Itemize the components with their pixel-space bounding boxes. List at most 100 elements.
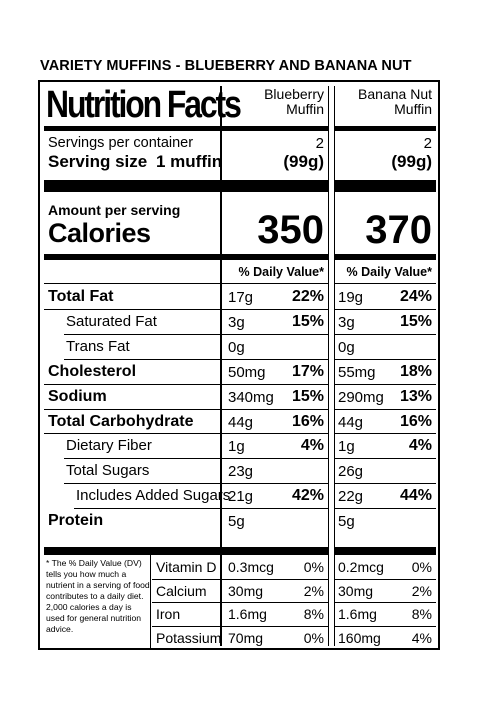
- nutrient-label: Total Carbohydrate: [48, 412, 194, 430]
- serving-size-value: 1 muffin: [156, 152, 223, 171]
- nutrient-label: Cholesterol: [48, 362, 137, 380]
- nutrient-row-rule: [64, 483, 436, 485]
- nutrient-row-rule: [64, 333, 436, 335]
- nutrient-label: Total Fat: [48, 288, 114, 305]
- col2-vitamin-amount: 1.6mg: [338, 606, 377, 622]
- col1-vitamin-dv: 0%: [303, 629, 324, 646]
- col2-vitamin-dv: 4%: [411, 629, 432, 646]
- nutrient-label: Dietary Fiber: [66, 437, 152, 455]
- col2-vitamin-amount: 30mg: [338, 582, 374, 599]
- label-title: Nutrition Facts: [46, 84, 242, 126]
- column-gap: [328, 86, 334, 646]
- col2-nutrient-amount: 3g: [338, 313, 355, 331]
- col2-nutrient-amount: 290mg: [338, 388, 384, 406]
- serving-size-label: Serving size: [48, 152, 148, 171]
- col1-nutrient-amount: 50mg: [228, 363, 266, 381]
- col2-nutrient-dv: 13%: [399, 387, 432, 405]
- col2-nutrient-amount: 19g: [338, 289, 364, 306]
- medium-bar: [44, 254, 436, 260]
- col2-nutrient-dv: 44%: [399, 487, 432, 505]
- col1-name-line2: Muffin: [286, 101, 324, 117]
- col2-vitamin-dv: 8%: [411, 606, 432, 622]
- col1-nutrient-amount: 44g: [228, 413, 254, 431]
- col2-nutrient-amount: 22g: [338, 488, 364, 506]
- col1-nutrient-dv: 15%: [291, 387, 324, 405]
- nutrient-label: Sodium: [48, 387, 107, 405]
- col1-vitamin-amount: 1.6mg: [228, 606, 267, 622]
- col1-vitamin-dv: 2%: [303, 582, 324, 599]
- nutrient-row-rule: [64, 358, 436, 360]
- col2-nutrient-amount: 26g: [338, 463, 364, 481]
- col2-nutrient-dv: 16%: [399, 412, 432, 430]
- col2-dv-header: % Daily Value*: [346, 265, 432, 279]
- nutrient-label: Includes Added Sugars: [76, 487, 231, 505]
- col1-left-divider: [220, 86, 222, 646]
- vitamin-row-rule: [152, 578, 436, 580]
- col2-nutrient-amount: 5g: [338, 513, 355, 531]
- col1-nutrient-dv: 15%: [291, 312, 324, 330]
- vitamin-label: Potassium: [156, 629, 222, 646]
- nutrient-row-rule: [74, 508, 436, 510]
- col1-nutrient-amount: 3g: [228, 313, 245, 331]
- thick-bar-top: [44, 180, 436, 192]
- col2-vitamin-dv: 0%: [411, 559, 432, 575]
- col1-nutrient-amount: 5g: [228, 513, 245, 531]
- col2-name: Banana Nut Muffin: [336, 87, 432, 117]
- col1-nutrient-amount: 0g: [228, 338, 245, 356]
- col1-nutrient-dv: 4%: [300, 437, 324, 455]
- servings-label: Servings per container: [48, 135, 194, 151]
- col1-vitamin-dv: 0%: [303, 559, 324, 575]
- col1-nutrient-dv: 42%: [291, 487, 324, 505]
- col2-name-line1: Banana Nut: [358, 86, 432, 102]
- col1-vitamin-amount: 0.3mcg: [228, 559, 274, 575]
- col2-nutrient-dv: 18%: [399, 362, 432, 380]
- col2-servings: 2: [423, 135, 432, 152]
- vitamin-label: Calcium: [156, 582, 207, 599]
- col1-vitamin-amount: 30mg: [228, 582, 264, 599]
- col1-nutrient-amount: 17g: [228, 289, 254, 306]
- footnote: * The % Daily Value (DV) tells you how m…: [46, 558, 150, 634]
- col1-dv-header: % Daily Value*: [238, 265, 324, 279]
- nutrient-label: Protein: [48, 512, 104, 530]
- product-heading: VARIETY MUFFINS - BLUEBERRY AND BANANA N…: [40, 58, 412, 74]
- col1-nutrient-dv: 17%: [291, 362, 324, 380]
- col1-nutrient-amount: 21g: [228, 488, 254, 506]
- col2-nutrient-amount: 44g: [338, 413, 364, 431]
- vitamin-row-rule: [152, 602, 436, 603]
- col2-vitamin-amount: 160mg: [338, 629, 381, 646]
- col2-nutrient-dv: 4%: [408, 437, 432, 455]
- title-bar: [44, 126, 436, 131]
- col2-calories: 370: [365, 208, 432, 252]
- col2-nutrient-amount: 0g: [338, 338, 355, 356]
- col2-name-line2: Muffin: [394, 101, 432, 117]
- col2-nutrient-amount: 1g: [338, 438, 355, 456]
- col1-name: Blueberry Muffin: [228, 87, 324, 117]
- vitamin-row-rule: [152, 625, 436, 627]
- footnote-divider: [150, 555, 151, 648]
- col1-nutrient-dv: 22%: [291, 288, 324, 305]
- nutrient-label: Trans Fat: [66, 337, 130, 355]
- amount-per-serving: Amount per serving: [48, 202, 181, 218]
- col2-left-divider: [334, 86, 335, 646]
- col1-serving-size: (99g): [283, 152, 324, 171]
- nutrition-facts-label: Nutrition Facts Blueberry Muffin Banana …: [38, 80, 440, 650]
- col2-serving-size: (99g): [391, 152, 432, 171]
- col1-nutrient-amount: 23g: [228, 463, 254, 481]
- col1-nutrient-dv: 16%: [291, 412, 324, 430]
- nutrient-label: Saturated Fat: [66, 312, 157, 330]
- col1-name-line1: Blueberry: [264, 86, 324, 102]
- nutrient-row-rule: [64, 458, 436, 460]
- thick-bar-vitamins: [44, 547, 436, 555]
- col1-vitamin-dv: 8%: [303, 606, 324, 622]
- col1-servings: 2: [315, 135, 324, 152]
- col1-calories: 350: [257, 208, 324, 252]
- calories-label: Calories: [48, 218, 151, 248]
- nutrient-row-rule: [44, 408, 436, 410]
- col1-right-divider: [328, 86, 329, 646]
- col2-nutrient-amount: 55mg: [338, 363, 376, 381]
- nutrient-label: Total Sugars: [66, 462, 150, 480]
- col2-vitamin-amount: 0.2mcg: [338, 559, 384, 575]
- col2-nutrient-dv: 24%: [399, 288, 432, 305]
- col2-nutrient-dv: 15%: [399, 312, 432, 330]
- vitamin-label: Vitamin D: [156, 559, 217, 575]
